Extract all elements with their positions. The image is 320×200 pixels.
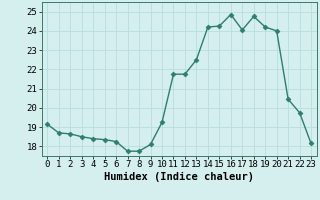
X-axis label: Humidex (Indice chaleur): Humidex (Indice chaleur) (104, 172, 254, 182)
